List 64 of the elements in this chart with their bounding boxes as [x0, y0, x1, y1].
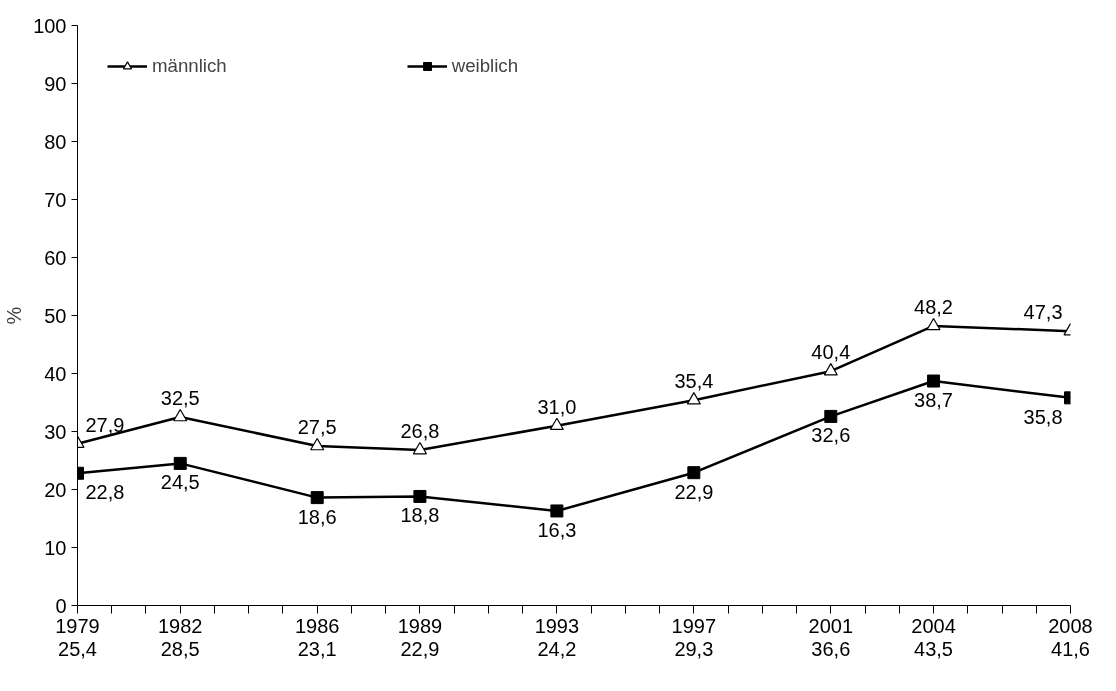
text: 25,4: [58, 637, 97, 660]
data-label: 16,3: [537, 518, 577, 541]
point: [824, 409, 838, 423]
data-label: 38,7: [914, 389, 954, 412]
point: [310, 491, 324, 505]
data-label: 27,5: [297, 416, 337, 438]
y-tick-label: 60: [44, 246, 67, 269]
data-label: 32,6: [811, 424, 851, 447]
text: 29,3: [674, 637, 714, 660]
text: 22,9: [400, 637, 440, 660]
data-label: 48,2: [914, 295, 954, 318]
x-tick-label: 2004: [911, 614, 956, 637]
point: [687, 466, 701, 480]
data-label: 35,8: [1023, 405, 1063, 428]
data-label: 24,5: [160, 471, 200, 494]
y-tick-label: 70: [44, 188, 67, 211]
y-tick-label: 80: [44, 130, 67, 153]
y-tick-label: 0: [55, 594, 67, 617]
text: 23,1: [297, 637, 337, 660]
data-label: 31,0: [537, 395, 577, 418]
point: [926, 317, 941, 331]
point: [549, 417, 564, 431]
point: [173, 408, 188, 422]
x-tick-label: 1979: [55, 614, 100, 637]
point: [412, 441, 428, 455]
x-tick-label: 1993: [534, 614, 580, 637]
data-label: 27,9: [85, 413, 125, 436]
point: [550, 504, 564, 518]
x-tick-label: 2008: [1048, 614, 1093, 637]
y-tick-label: 50: [44, 304, 67, 327]
x-tick-label: 1997: [671, 614, 717, 637]
point: [927, 374, 941, 388]
text: 24,2: [537, 637, 577, 660]
data-label: 18,6: [297, 505, 337, 528]
y-tick-label: 90: [44, 72, 67, 95]
point: [310, 437, 325, 451]
y-axis-title: %: [3, 306, 26, 325]
x-tick-label: 1982: [157, 614, 203, 637]
point: [173, 456, 187, 470]
text: 43,5: [914, 637, 954, 660]
data-label: 32,5: [160, 387, 200, 409]
y-tick-label: 30: [44, 420, 67, 443]
y-tick-label: 20: [44, 478, 67, 501]
x-tick-label: 1986: [294, 614, 340, 637]
point: [413, 489, 427, 503]
y-tick-label: 40: [44, 362, 67, 385]
legend-label: weiblich: [451, 55, 519, 77]
text: 41,6: [1051, 637, 1090, 660]
y-tick-label: 10: [44, 536, 67, 559]
data-label: 22,8: [85, 481, 125, 504]
legend-label: männlich: [152, 55, 227, 77]
y-tick-label: 100: [33, 14, 67, 37]
x-tick-label: 2001: [808, 614, 854, 637]
text: 28,5: [160, 637, 200, 660]
data-label: 47,3: [1023, 301, 1063, 324]
data-label: 26,8: [400, 420, 440, 443]
point: [823, 363, 838, 376]
data-label: 18,8: [400, 504, 440, 527]
x-tick-label: 1989: [397, 614, 443, 637]
data-label: 22,9: [674, 480, 714, 503]
point: [686, 392, 701, 405]
data-label: 40,4: [811, 341, 851, 364]
text: 36,6: [811, 637, 851, 660]
data-label: 35,4: [674, 370, 714, 393]
